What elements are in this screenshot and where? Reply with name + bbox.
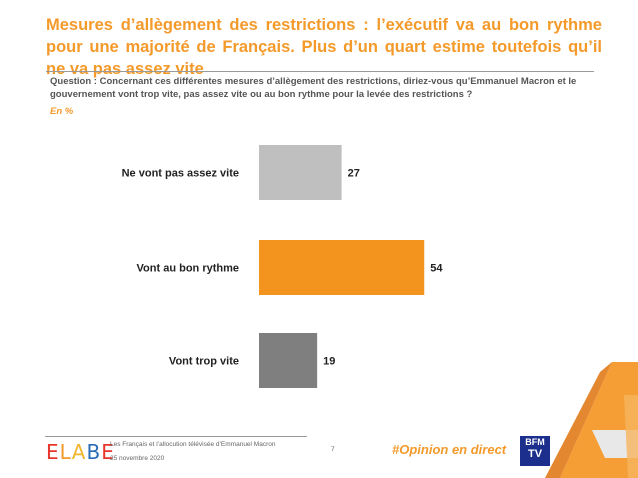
bar — [259, 333, 318, 388]
unit-label: En % — [50, 106, 74, 117]
category-label: Vont au bon rythme — [137, 263, 239, 275]
logo-letter: B — [86, 440, 102, 464]
value-label: 27 — [348, 168, 360, 180]
value-label: 19 — [323, 356, 335, 368]
logo-letter: E — [101, 440, 115, 464]
footer-study-title: Les Français et l’allocution télévisée d… — [110, 441, 276, 448]
title-divider — [46, 71, 594, 72]
footer-date: 25 novembre 2020 — [110, 455, 165, 462]
tv-text: TV — [527, 448, 543, 460]
bar — [259, 145, 342, 200]
page-title: Mesures d’allègement des restrictions : … — [46, 16, 602, 78]
elabe-logo: ELABE — [46, 440, 115, 464]
logo-letter: E — [46, 440, 60, 464]
category-label: Ne vont pas assez vite — [122, 168, 239, 180]
logo-letter: A — [71, 440, 87, 464]
bfmtv-logo: BFM TV — [520, 436, 550, 466]
footer-divider — [45, 436, 307, 437]
bar — [259, 240, 425, 295]
value-label: 54 — [430, 263, 443, 275]
page-number: 7 — [331, 446, 335, 453]
category-label: Vont trop vite — [169, 356, 239, 368]
question-text: Question : Concernant ces différentes me… — [50, 76, 577, 100]
hashtag-link[interactable]: #Opinion en direct — [392, 442, 507, 457]
logo-letter: L — [59, 440, 72, 464]
bfm-text: BFM — [525, 437, 545, 447]
